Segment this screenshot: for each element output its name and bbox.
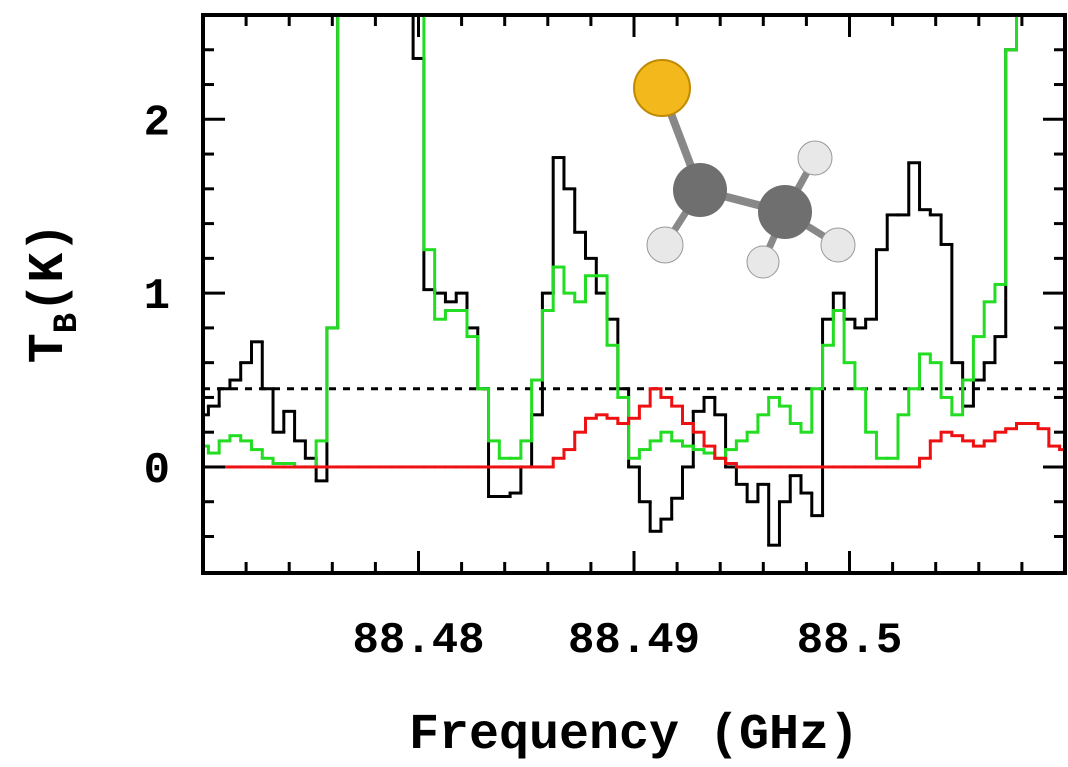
series (203, 387, 1065, 469)
y-tick-label: 2 (144, 98, 170, 148)
series (203, 15, 1019, 547)
y-label-main: T (21, 333, 78, 363)
axes: 88.48 88.49 88.5 0 1 2 (144, 15, 1065, 666)
x-axis-label: Frequency (GHz) (409, 707, 859, 764)
x-tick-label: 88.5 (797, 616, 903, 666)
y-axis-label: TB(K) (21, 223, 87, 363)
molecule-icon (633, 59, 856, 279)
plot-area (203, 15, 1065, 547)
y-tick-label: 1 (144, 272, 170, 322)
x-tick-label: 88.48 (352, 616, 484, 666)
series (203, 15, 1029, 469)
y-label-sub: B (49, 313, 87, 333)
y-tick-label: 0 (144, 446, 170, 496)
plot-frame (201, 13, 1067, 575)
y-label-unit: (K) (21, 223, 78, 313)
x-tick-label: 88.49 (568, 616, 700, 666)
